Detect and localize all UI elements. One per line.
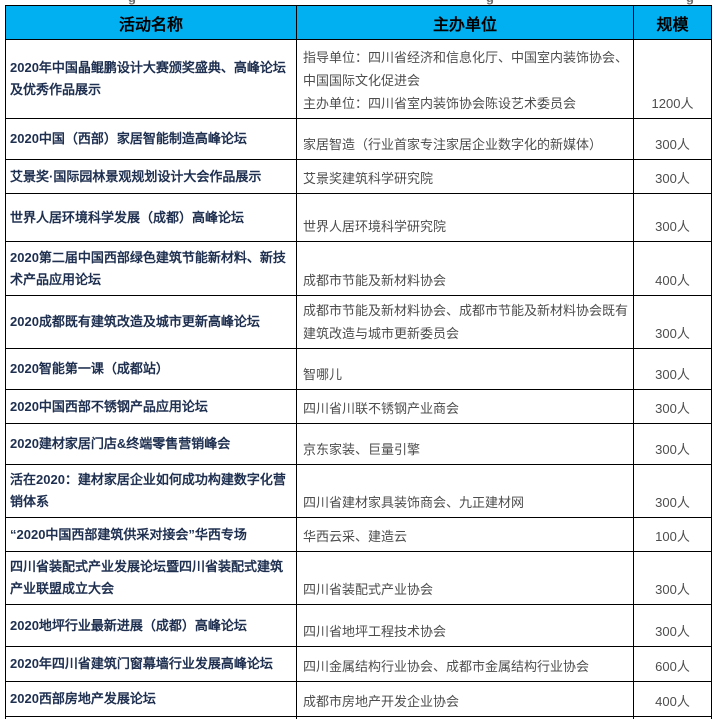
header-organizer: 主办单位 bbox=[296, 5, 634, 40]
table-row: 2020西部房地产发展论坛 成都市房地产开发企业协会 400人 bbox=[5, 681, 712, 717]
cropped-letter-fragment: g bbox=[686, 0, 694, 5]
header-row: 活动名称 主办单位 规模 bbox=[5, 5, 712, 40]
organizer-cell: 四川省建材家具装饰商会、九正建材网 bbox=[296, 464, 634, 518]
cropped-letter-fragment: g bbox=[128, 0, 136, 5]
header-activity-name: 活动名称 bbox=[5, 5, 297, 40]
organizer-cell: 四川金属结构行业协会、成都市金属结构行业协会 bbox=[296, 646, 634, 682]
event-name-cell: 2020地坪行业最新进展（成都）高峰论坛 bbox=[5, 604, 297, 647]
scale-cell: 300人 bbox=[633, 423, 712, 465]
table-row: 2020成都既有建筑改造及城市更新高峰论坛 成都市节能及新材料协会、成都市节能及… bbox=[5, 295, 712, 349]
event-name-cell: 2020中国（西部）家居智能制造高峰论坛 bbox=[5, 118, 297, 160]
organizer-cell: 京东家装、巨量引擎 bbox=[296, 423, 634, 465]
organizer-cell: 智哪儿 bbox=[296, 348, 634, 390]
organizer-cell: 艾景奖建筑科学研究院 bbox=[296, 159, 634, 194]
event-name-cell: 世界人居环境科学发展（成都）高峰论坛 bbox=[5, 193, 297, 242]
table-row: 2020第二届中国西部绿色建筑节能新材料、新技术产品应用论坛 成都市节能及新材料… bbox=[5, 241, 712, 296]
organizer-cell: 家居智造（行业首家专注家居企业数字化的新媒体） bbox=[296, 118, 634, 160]
table-row: 2020智能第一课（成都站） 智哪儿 300人 bbox=[5, 348, 712, 390]
header-scale: 规模 bbox=[633, 5, 712, 40]
organizer-cell: 指导单位：四川省经济和信息化厅、中国室内装饰协会、中国国际文化促进会 主办单位：… bbox=[296, 39, 634, 119]
organizer-cell: 四川省装配式产业协会 bbox=[296, 551, 634, 605]
event-name-cell: 2020中国西部不锈钢产品应用论坛 bbox=[5, 389, 297, 424]
table-row: 活在2020：建材家居企业如何成功构建数字化营销体系 四川省建材家具装饰商会、九… bbox=[5, 464, 712, 518]
table-row: 中国（成都）室内设计品牌发展论坛 成都市室内装饰行业协会 300人 bbox=[5, 716, 712, 719]
cropped-text-fragments: g g g bbox=[0, 0, 716, 5]
scale-cell: 300人 bbox=[633, 716, 712, 719]
organizer-cell: 成都市节能及新材料协会 bbox=[296, 241, 634, 296]
scale-cell: 300人 bbox=[633, 118, 712, 160]
event-name-cell: 2020建材家居门店&终端零售营销峰会 bbox=[5, 423, 297, 465]
event-name-cell: 2020年中国晶鲲鹏设计大赛颁奖盛典、高峰论坛及优秀作品展示 bbox=[5, 39, 297, 119]
organizer-cell: 四川省川联不锈钢产业商会 bbox=[296, 389, 634, 424]
events-table: 活动名称 主办单位 规模 2020年中国晶鲲鹏设计大赛颁奖盛典、高峰论坛及优秀作… bbox=[5, 5, 712, 719]
scale-cell: 100人 bbox=[633, 517, 712, 552]
scale-cell: 300人 bbox=[633, 551, 712, 605]
event-name-cell: 2020成都既有建筑改造及城市更新高峰论坛 bbox=[5, 295, 297, 349]
organizer-cell: 四川省地坪工程技术协会 bbox=[296, 604, 634, 647]
organizer-cell: 成都市节能及新材料协会、成都市节能及新材料协会既有建筑改造与城市更新委员会 bbox=[296, 295, 634, 349]
organizer-cell: 成都市房地产开发企业协会 bbox=[296, 681, 634, 717]
table-row: 2020年四川省建筑门窗幕墙行业发展高峰论坛 四川金属结构行业协会、成都市金属结… bbox=[5, 646, 712, 682]
table-row: 世界人居环境科学发展（成都）高峰论坛 世界人居环境科学研究院 300人 bbox=[5, 193, 712, 242]
scale-cell: 600人 bbox=[633, 646, 712, 682]
scale-cell: 400人 bbox=[633, 681, 712, 717]
event-name-cell: 2020第二届中国西部绿色建筑节能新材料、新技术产品应用论坛 bbox=[5, 241, 297, 296]
scale-cell: 300人 bbox=[633, 348, 712, 390]
organizer-cell: 华西云采、建造云 bbox=[296, 517, 634, 552]
scale-cell: 300人 bbox=[633, 464, 712, 518]
table-row: “2020中国西部建筑供采对接会”华西专场 华西云采、建造云 100人 bbox=[5, 517, 712, 552]
event-name-cell: “2020中国西部建筑供采对接会”华西专场 bbox=[5, 517, 297, 552]
event-name-cell: 2020西部房地产发展论坛 bbox=[5, 681, 297, 717]
table-row: 2020年中国晶鲲鹏设计大赛颁奖盛典、高峰论坛及优秀作品展示 指导单位：四川省经… bbox=[5, 39, 712, 119]
scale-cell: 300人 bbox=[633, 193, 712, 242]
table-row: 艾景奖·国际园林景观规划设计大会作品展示 艾景奖建筑科学研究院 300人 bbox=[5, 159, 712, 194]
scale-cell: 300人 bbox=[633, 389, 712, 424]
scale-cell: 300人 bbox=[633, 159, 712, 194]
scale-cell: 300人 bbox=[633, 295, 712, 349]
table-row: 2020建材家居门店&终端零售营销峰会 京东家装、巨量引擎 300人 bbox=[5, 423, 712, 465]
cropped-letter-fragment: g bbox=[486, 0, 494, 5]
table-row: 四川省装配式产业发展论坛暨四川省装配式建筑产业联盟成立大会 四川省装配式产业协会… bbox=[5, 551, 712, 605]
table-row: 2020中国（西部）家居智能制造高峰论坛 家居智造（行业首家专注家居企业数字化的… bbox=[5, 118, 712, 160]
event-name-cell: 活在2020：建材家居企业如何成功构建数字化营销体系 bbox=[5, 464, 297, 518]
scale-cell: 400人 bbox=[633, 241, 712, 296]
event-name-cell: 2020智能第一课（成都站） bbox=[5, 348, 297, 390]
event-name-cell: 四川省装配式产业发展论坛暨四川省装配式建筑产业联盟成立大会 bbox=[5, 551, 297, 605]
scale-cell: 300人 bbox=[633, 604, 712, 647]
organizer-cell: 世界人居环境科学研究院 bbox=[296, 193, 634, 242]
scale-cell: 1200人 bbox=[633, 39, 712, 119]
event-name-cell: 艾景奖·国际园林景观规划设计大会作品展示 bbox=[5, 159, 297, 194]
table-row: 2020地坪行业最新进展（成都）高峰论坛 四川省地坪工程技术协会 300人 bbox=[5, 604, 712, 647]
event-name-cell: 2020年四川省建筑门窗幕墙行业发展高峰论坛 bbox=[5, 646, 297, 682]
table-row: 2020中国西部不锈钢产品应用论坛 四川省川联不锈钢产业商会 300人 bbox=[5, 389, 712, 424]
